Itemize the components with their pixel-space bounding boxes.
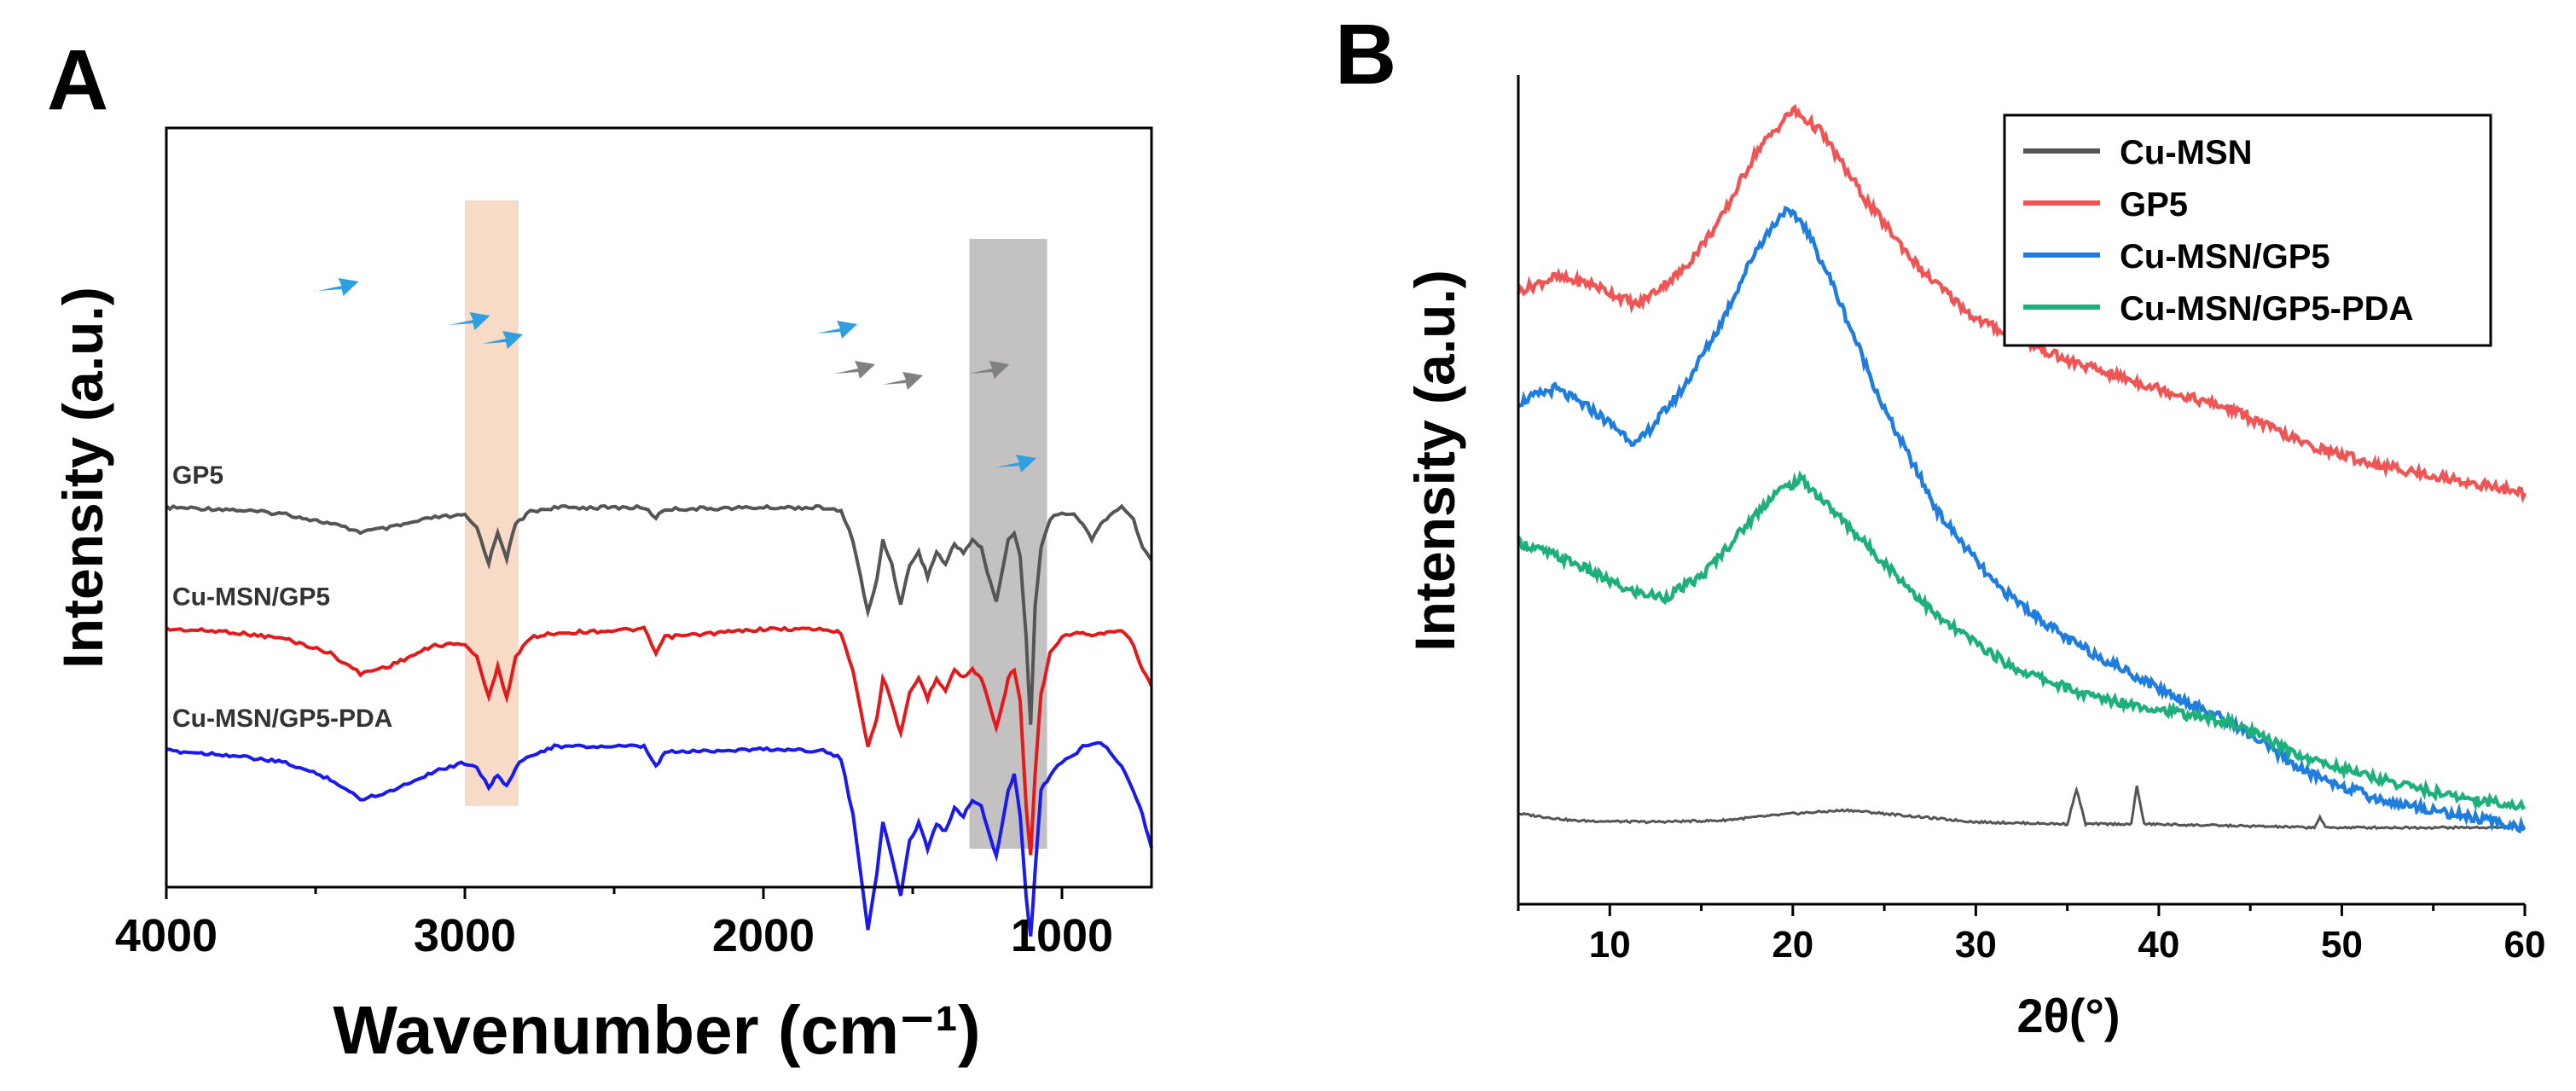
panel-a-annotations: GP5 Cu-MSN/GP5 Cu-MSN/GP5-PDA <box>172 461 392 733</box>
peak-arrow <box>882 372 923 390</box>
panel-b-y-axis-label: Intensity (a.u.) <box>1403 270 1466 651</box>
panel-a-arrows <box>317 278 1036 473</box>
x-tick-label: 4000 <box>115 910 218 961</box>
series-line <box>1517 470 2527 812</box>
panel-a: A GP5 Cu-MSN/GP5 Cu-MSN/GP5-PDA 4000 3000 20… <box>47 32 1153 1068</box>
x-tick-label: 3000 <box>414 910 516 961</box>
x-tick-label: 60 <box>2504 924 2546 966</box>
x-tick-label: 1000 <box>1011 910 1113 961</box>
peak-arrow <box>834 361 875 379</box>
series-annotation: GP5 <box>172 461 223 490</box>
peak-arrow <box>816 321 857 339</box>
x-tick-label: 10 <box>1589 924 1631 966</box>
panel-b-x-axis-label: 2θ(°) <box>2016 989 2120 1042</box>
legend-label: GP5 <box>2120 186 2188 223</box>
series-annotation: Cu-MSN/GP5 <box>172 583 330 612</box>
panel-b-letter: B <box>1335 7 1396 102</box>
x-tick-label: 50 <box>2321 924 2363 966</box>
x-tick-label: 40 <box>2138 924 2179 966</box>
legend-label: Cu-MSN/GP5-PDA <box>2120 290 2413 328</box>
panel-a-highlight-bands <box>465 200 1047 849</box>
panel-a-series <box>165 503 1153 937</box>
series-line <box>165 625 1153 856</box>
series-annotation: Cu-MSN/GP5-PDA <box>172 705 392 733</box>
plot-frame <box>165 126 1153 889</box>
x-tick-label: 20 <box>1772 924 1813 966</box>
panel-a-x-axis-label: Wavenumber (cm⁻¹) <box>333 992 980 1068</box>
series-line <box>1517 206 2527 834</box>
peak-arrow <box>482 331 523 349</box>
highlight-band <box>465 200 519 806</box>
series-line <box>165 503 1153 725</box>
panel-b-legend: Cu-MSN GP5 Cu-MSN/GP5 Cu-MSN/GP5-PDA <box>2003 113 2492 347</box>
series-line <box>165 740 1153 937</box>
peak-arrow <box>449 312 490 330</box>
series-line <box>1517 785 2526 831</box>
panel-b-axes: 10 20 30 40 50 60 <box>1517 75 2546 966</box>
x-tick-label: 30 <box>1955 924 1997 966</box>
peak-arrow <box>968 361 1010 379</box>
peak-arrow <box>317 278 359 296</box>
peak-arrow <box>995 455 1036 473</box>
panel-a-y-axis-label: Intensity (a.u.) <box>51 287 114 668</box>
x-tick-label: 2000 <box>712 910 815 961</box>
legend-label: Cu-MSN <box>2120 134 2253 171</box>
legend-label: Cu-MSN/GP5 <box>2120 238 2330 276</box>
panel-a-axes: 4000 3000 2000 1000 <box>115 126 1153 961</box>
panel-b: B 10 20 30 40 50 60 Cu-MSNGP5Cu-MSN/GP5Cu-MSN… <box>1335 7 2545 1042</box>
panel-a-letter: A <box>47 32 108 128</box>
